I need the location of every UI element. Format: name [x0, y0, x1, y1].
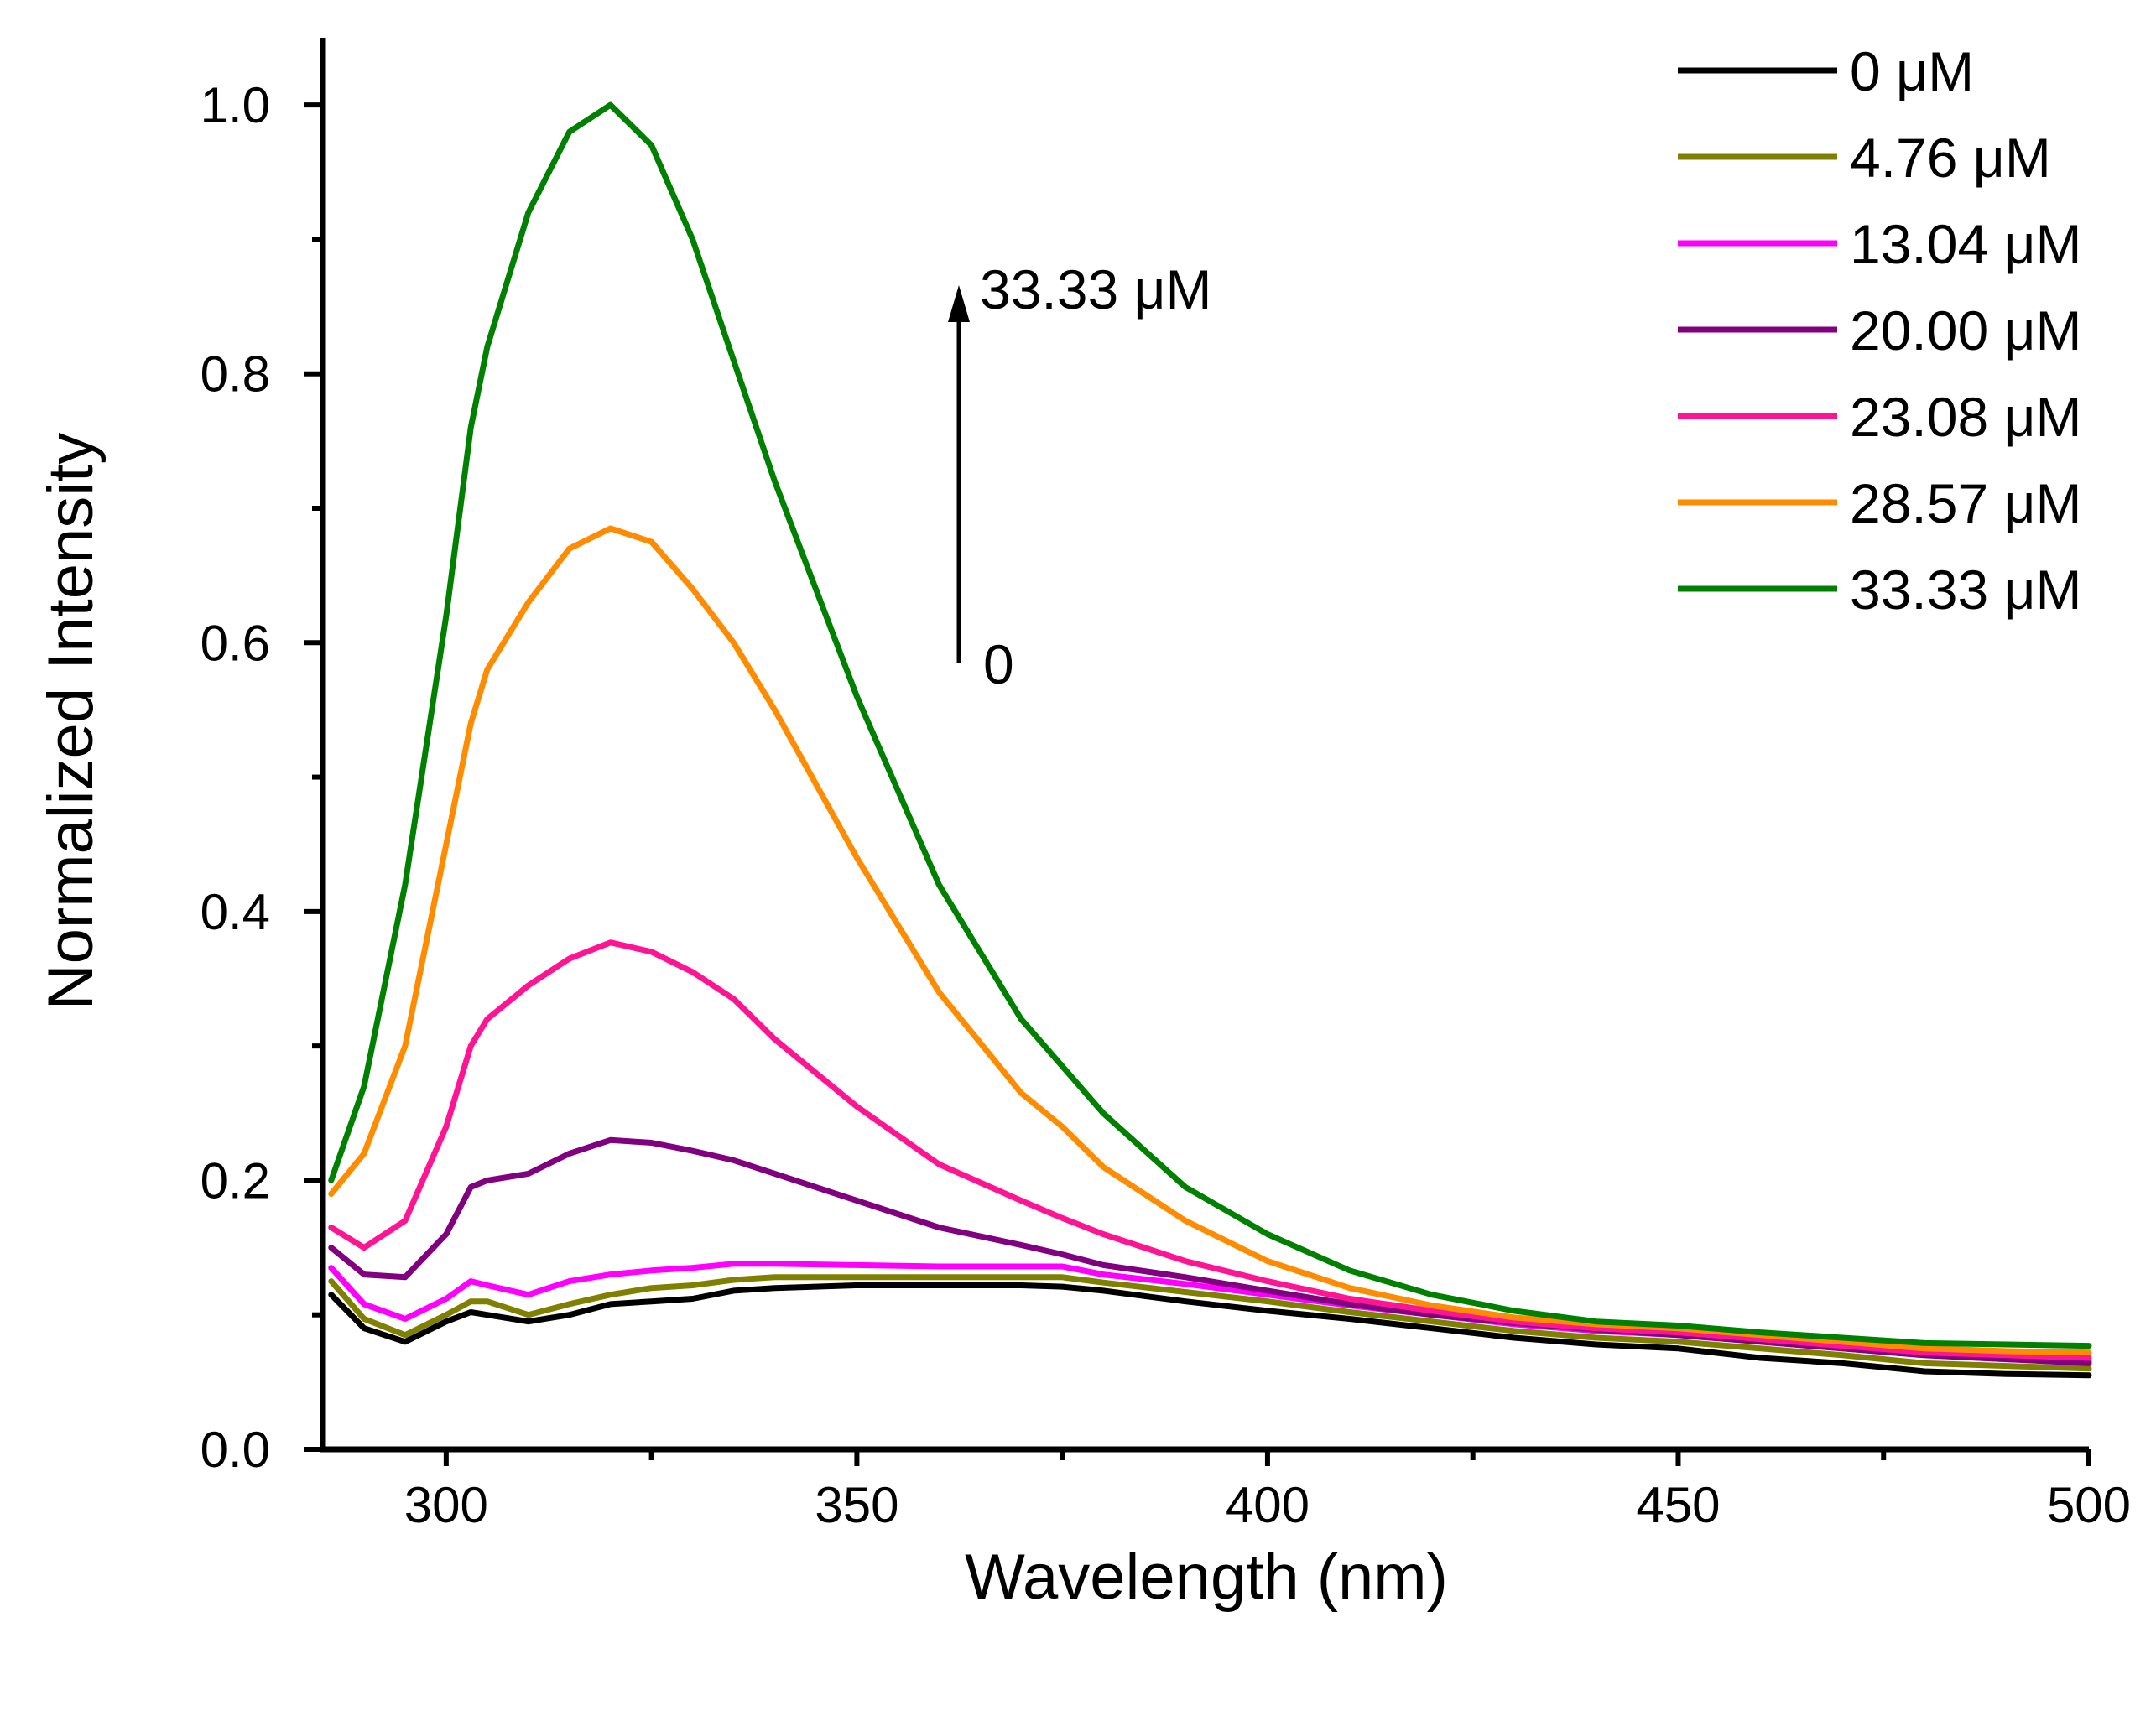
legend-label-6: 33.33 μM	[1850, 559, 2082, 621]
x-tick-label-0: 300	[404, 1477, 488, 1533]
series-line-1	[328, 1274, 2092, 1372]
x-tick-label-1: 350	[815, 1477, 898, 1533]
annotation-label-end: 33.33 μM	[980, 258, 1212, 320]
legend-label-4: 23.08 μM	[1850, 386, 2082, 448]
legend-label-0: 0 μM	[1850, 40, 1974, 102]
y-tick-label-0: 0.0	[200, 1422, 270, 1478]
annotation-label-start: 0	[983, 633, 1014, 695]
y-tick-label-2: 0.4	[200, 884, 270, 940]
legend-label-5: 28.57 μM	[1850, 472, 2082, 534]
axes-layer	[320, 38, 2089, 1453]
y-ticks: 0.0 0.2 0.4 0.6 0.8 1.0	[200, 77, 323, 1478]
x-tick-label-2: 400	[1226, 1477, 1310, 1533]
x-ticks: 300 350 400 450 500	[404, 1449, 2131, 1533]
y-tick-label-3: 0.6	[200, 615, 270, 671]
y-tick-label-5: 1.0	[200, 77, 270, 133]
annotation-arrow-head	[948, 285, 970, 322]
y-axis-title: Normalized Intensity	[35, 433, 107, 1011]
series-layer	[328, 101, 2092, 1379]
series-line-6	[328, 101, 2092, 1349]
concentration-annotation: 0 33.33 μM	[948, 258, 1212, 695]
y-tick-label-1: 0.2	[200, 1152, 270, 1209]
y-tick-label-4: 0.8	[200, 346, 270, 403]
legend-label-2: 13.04 μM	[1850, 213, 2082, 275]
series-line-4	[328, 939, 2092, 1361]
series-line-0	[328, 1282, 2092, 1379]
legend: 0 μM 4.76 μM 13.04 μM 20.00 μM 23.08 μM 28.57…	[1678, 40, 2082, 621]
x-axis-title: Wavelength (nm)	[965, 1542, 1448, 1613]
legend-label-1: 4.76 μM	[1850, 127, 2051, 189]
x-tick-label-4: 500	[2047, 1477, 2131, 1533]
legend-label-3: 20.00 μM	[1850, 299, 2082, 361]
x-tick-label-3: 450	[1636, 1477, 1720, 1533]
